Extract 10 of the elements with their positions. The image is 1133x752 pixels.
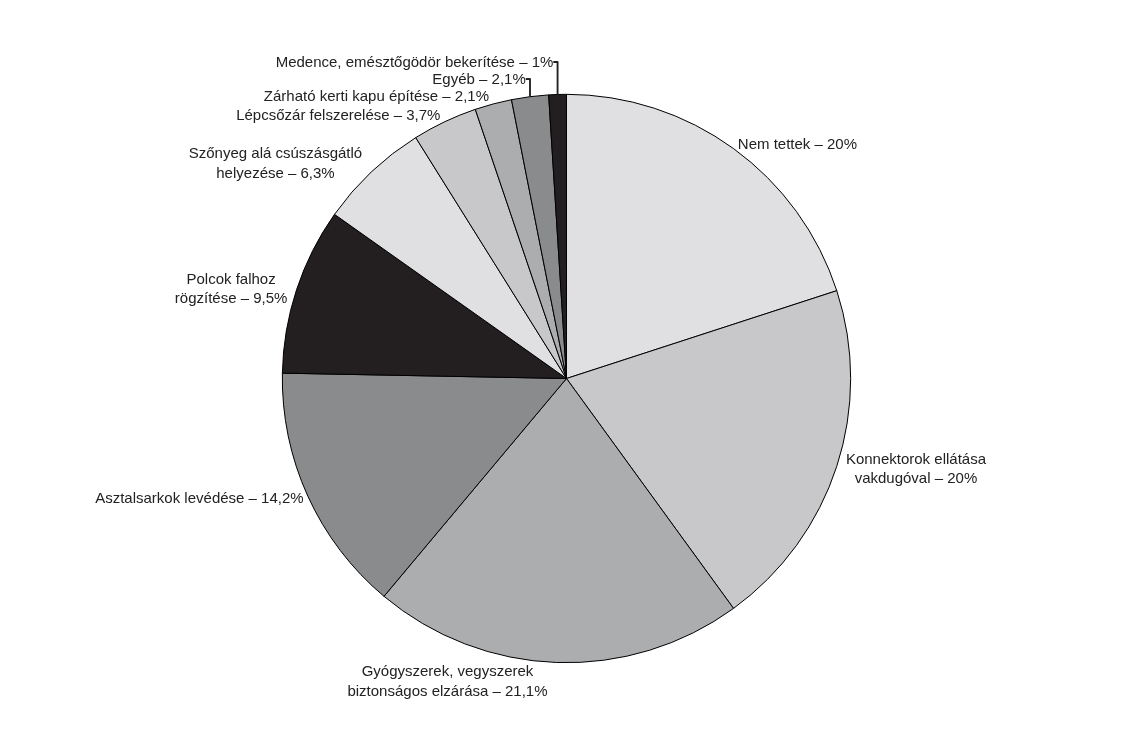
slice-label: Zárható kerti kapu építése – 2,1% xyxy=(263,87,489,105)
slice-label: Szőnyeg alá csúszásgátló helyezése – 6,3% xyxy=(188,144,363,181)
slice-label: Medence, emésztőgödör bekerítése – 1% xyxy=(275,53,554,71)
slice-label: Konnektorok ellátása vakdugóval – 20% xyxy=(845,449,987,487)
slice-label: Gyógyszerek, vegyszerek biztonságos elzárása – 21,1% xyxy=(347,662,548,699)
slice-label: Polcok falhoz rögzítése – 9,5% xyxy=(174,269,288,307)
slice-label: Nem tettek – 20% xyxy=(737,134,858,152)
slice-label: Asztalsarkok levédése – 14,2% xyxy=(95,489,304,507)
slice-label: Lépcsőzár felszerelése – 3,7% xyxy=(236,106,441,124)
slice-label: Egyéb – 2,1% xyxy=(432,70,526,88)
